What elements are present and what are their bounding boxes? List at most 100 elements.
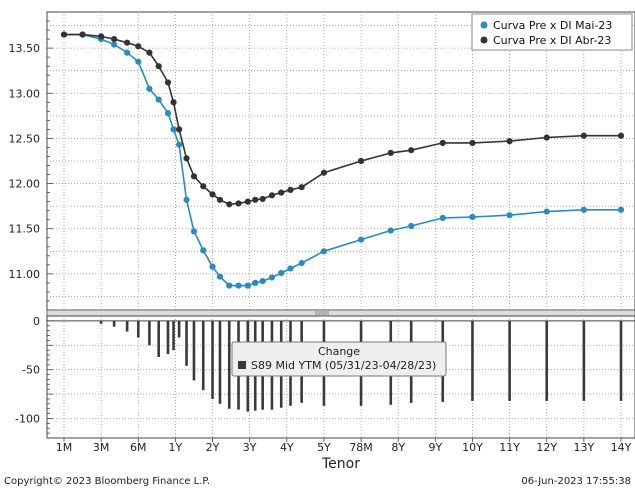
x-axis: 1M 3M 6M 1Y 2Y 3Y 4Y 5Y 78M 8Y 9Y 10Y 11Y 12Y 13Y 14Y: [56, 438, 632, 454]
upper-series-group: [60, 31, 625, 289]
copyright-text: Copyright© 2023 Bloomberg Finance L.P.: [4, 476, 210, 487]
series-0-point: [209, 263, 216, 270]
series-0-point: [268, 274, 276, 281]
change-bar: [177, 320, 181, 338]
series-1-point: [176, 126, 183, 133]
series-1-point: [200, 183, 207, 190]
series-1-point: [268, 192, 276, 199]
series-1-point: [320, 169, 328, 176]
series-1-point: [617, 132, 625, 139]
series-0-point: [190, 228, 198, 235]
change-bar: [112, 320, 116, 327]
lower-legend-entry: S89 Mid YTM (05/31/23-04/28/23): [251, 359, 436, 372]
series-0-point: [226, 282, 233, 289]
series-1-point: [298, 184, 305, 191]
series-1-point: [357, 157, 365, 165]
upper-ytick-label: 11.50: [9, 223, 41, 236]
change-bar: [172, 320, 175, 351]
change-bar: [201, 320, 205, 391]
change-bar: [619, 320, 623, 401]
lower-legend-swatch: [238, 361, 246, 369]
x-tick-label: 11Y: [499, 441, 520, 454]
series-0-point: [387, 227, 394, 234]
series-0-point: [506, 212, 513, 219]
series-0-point: [183, 196, 190, 203]
series-1-point: [439, 139, 446, 147]
x-tick-label: 1M: [56, 441, 73, 454]
x-tick-label: 4Y: [280, 441, 294, 454]
series-1-point: [216, 196, 224, 203]
x-tick-label: 13Y: [574, 441, 595, 454]
upper-ytick-label: 12.00: [9, 178, 41, 191]
legend-label-mai: Curva Pre x DI Mai-23: [493, 19, 612, 32]
series-1-point: [155, 63, 162, 70]
legend-label-abr: Curva Pre x DI Abr-23: [493, 34, 611, 47]
series-1-point: [543, 134, 550, 141]
timestamp-text: 06-Jun-2023 17:55:38: [521, 476, 631, 487]
series-1-point: [170, 99, 177, 106]
series-1-point: [408, 147, 415, 154]
panel-splitter[interactable]: [46, 309, 635, 317]
upper-ytick-label: 13.50: [9, 42, 41, 55]
x-tick-label: 14Y: [611, 441, 632, 454]
change-bar: [185, 320, 188, 366]
series-1-point: [209, 191, 216, 198]
x-axis-title: Tenor: [321, 456, 360, 472]
series-1-point: [387, 149, 394, 156]
series-0-point: [146, 85, 153, 92]
series-1-point: [235, 200, 242, 207]
series-0-point: [357, 236, 365, 243]
upper-y-axis: 13.50 13.00 12.50 12.00 11.50 11.00: [9, 20, 53, 302]
lower-ytick-label: 0: [33, 315, 40, 328]
series-1-point: [252, 196, 259, 203]
upper-ytick-label: 11.00: [9, 268, 41, 281]
series-1-point: [287, 186, 294, 193]
series-0-point: [135, 58, 142, 65]
x-tick-label: 78M: [349, 441, 373, 454]
x-tick-label: 5Y: [317, 441, 331, 454]
lower-ytick-label: -50: [22, 364, 40, 377]
change-bar: [218, 320, 222, 404]
series-0-point: [170, 126, 177, 133]
series-0-point: [155, 96, 162, 103]
lower-ytick-label: -100: [15, 412, 40, 425]
change-bar: [148, 320, 151, 346]
series-0-point: [469, 213, 476, 221]
series-1-point: [278, 189, 285, 196]
legend-marker-abr: [480, 36, 488, 44]
series-0-point: [320, 248, 328, 255]
series-0-point: [164, 110, 172, 117]
x-tick-label: 8Y: [391, 441, 405, 454]
series-0-point: [287, 265, 294, 272]
series-1-point: [244, 198, 251, 205]
lower-legend: Change S89 Mid YTM (05/31/23-04/28/23): [231, 341, 447, 377]
series-0-point: [200, 247, 207, 254]
series-0-point: [244, 282, 251, 289]
series-1-point: [111, 35, 118, 43]
series-1-point: [98, 33, 105, 40]
change-bar: [125, 320, 129, 332]
series-0-point: [252, 279, 259, 287]
x-tick-label: 3M: [93, 441, 110, 454]
series-0-point: [235, 282, 242, 289]
series-0-point: [439, 214, 446, 221]
change-bar: [136, 320, 140, 338]
change-bar: [211, 320, 214, 399]
series-1-point: [190, 173, 198, 180]
change-bar: [99, 320, 103, 324]
change-bar: [166, 320, 170, 355]
series-1-point: [506, 138, 513, 145]
x-tick-label: 6M: [130, 441, 147, 454]
change-bar: [157, 320, 160, 357]
series-1-point: [79, 31, 86, 38]
series-1-point: [259, 195, 266, 203]
series-0-point: [111, 41, 118, 48]
series-0-point: [216, 273, 224, 280]
change-bar: [471, 320, 474, 401]
change-bar: [582, 320, 586, 401]
x-tick-label: 1Y: [169, 441, 183, 454]
x-tick-label: 10Y: [462, 441, 483, 454]
series-0-point: [278, 269, 285, 277]
upper-gridlines: [47, 12, 635, 310]
